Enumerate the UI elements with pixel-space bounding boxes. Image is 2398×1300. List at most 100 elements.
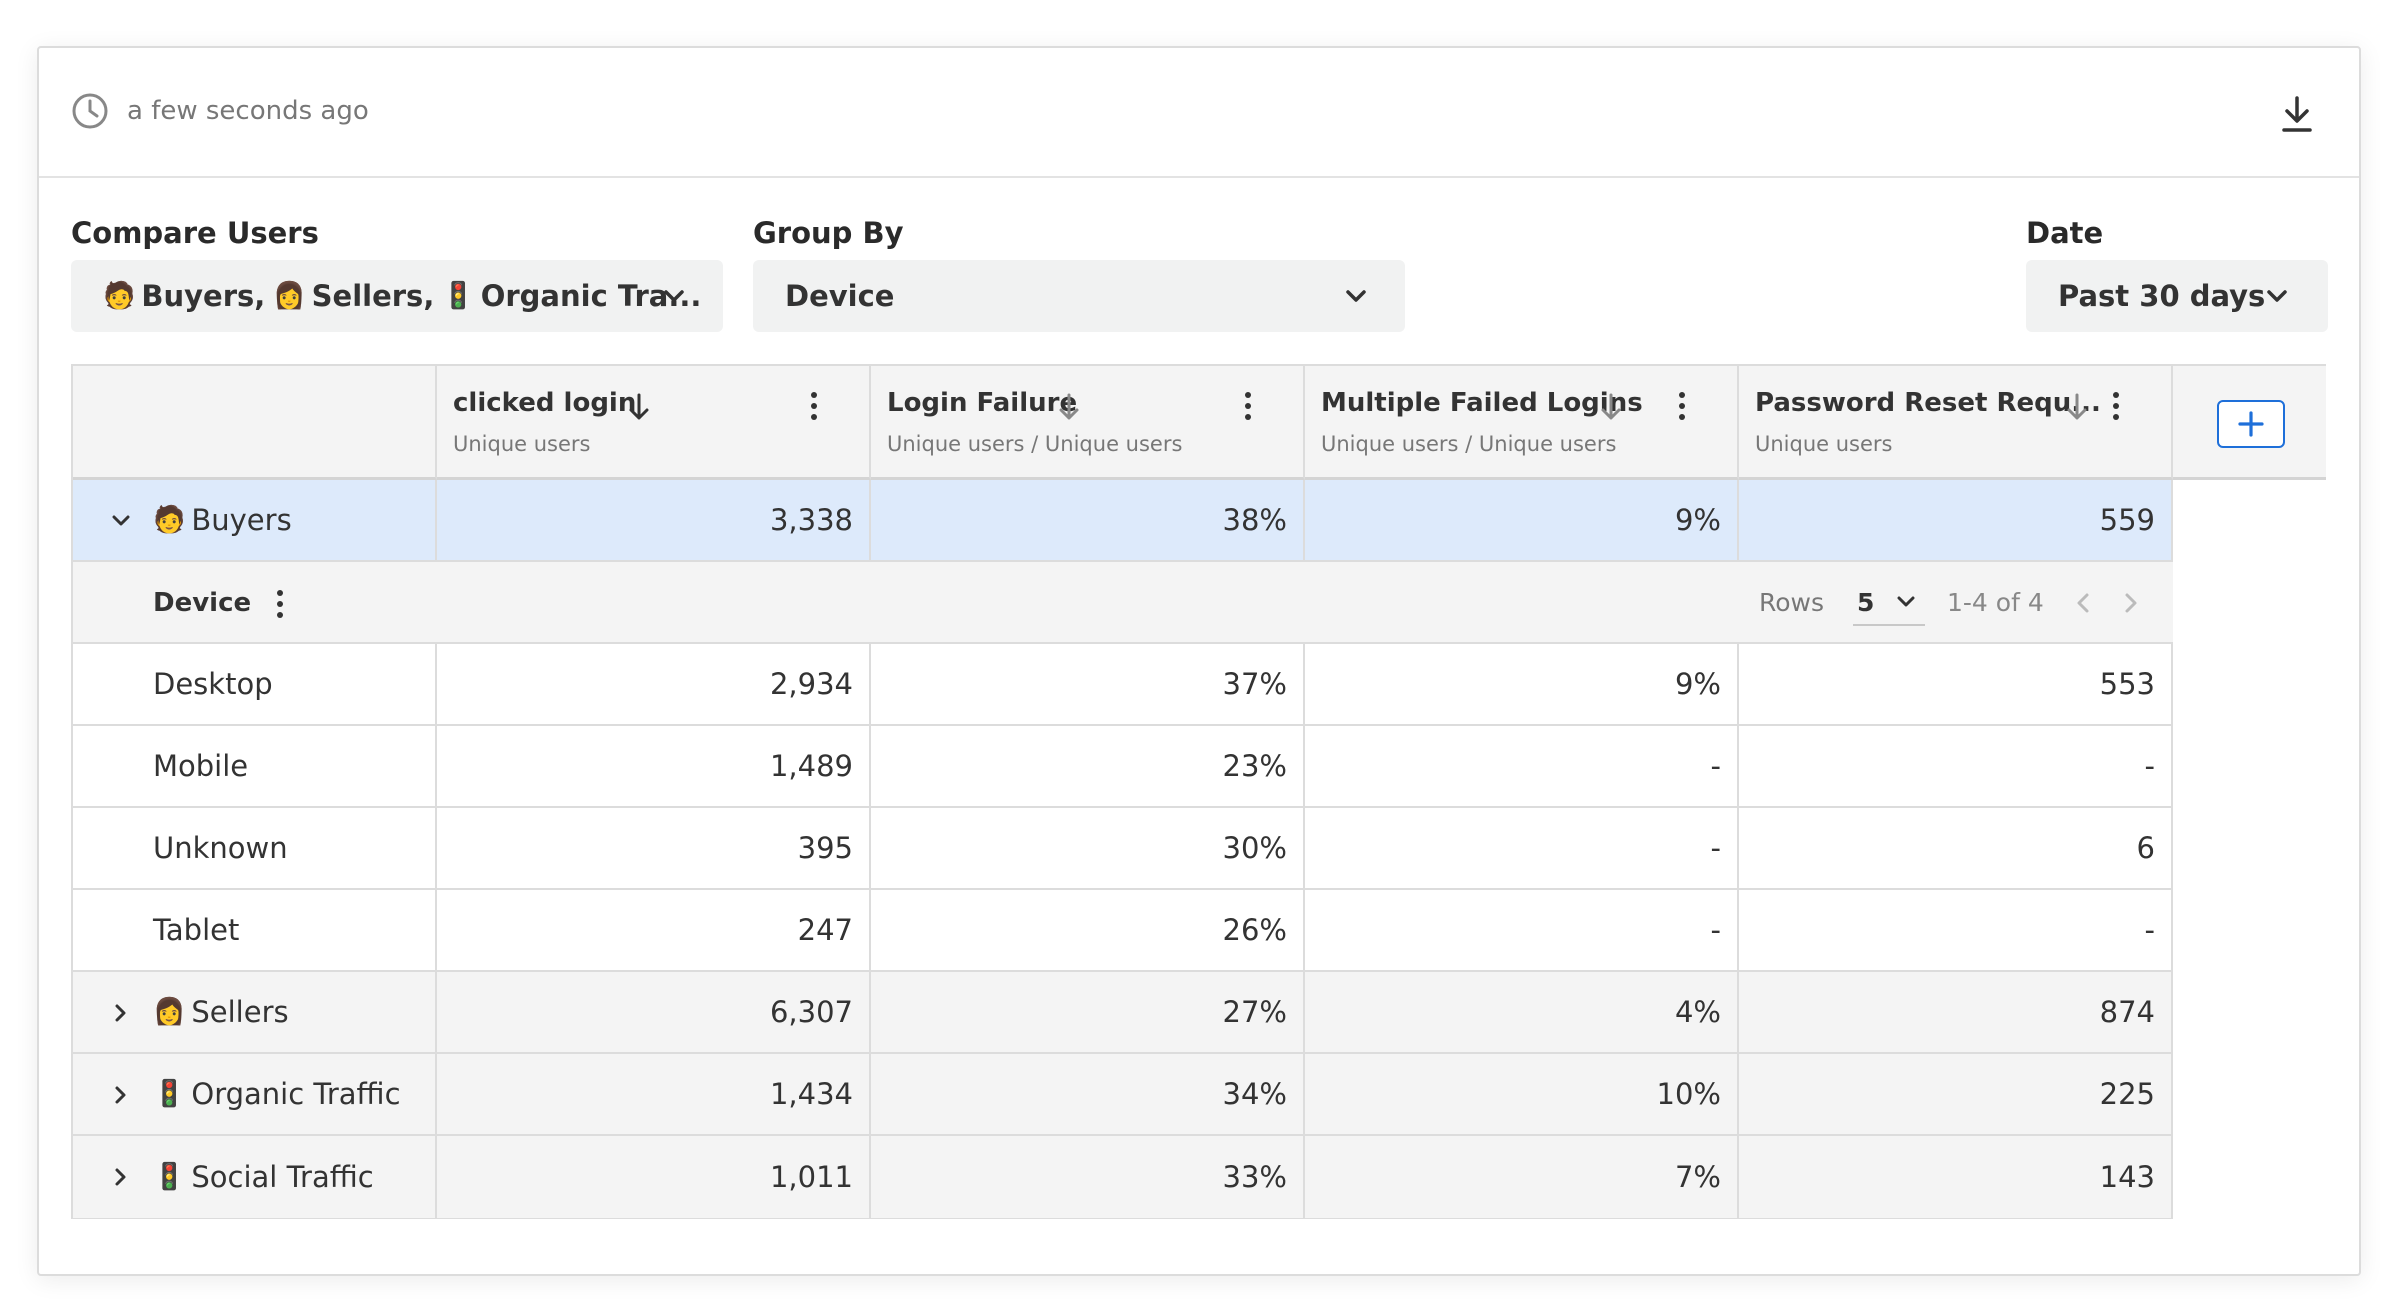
sort-desc-icon[interactable] (1057, 392, 1081, 422)
last-updated-text: a few seconds ago (127, 96, 369, 126)
column-header-password-reset[interactable]: Password Reset Requ... Unique users (1739, 366, 2173, 480)
column-subtitle: Unique users / Unique users (887, 432, 1183, 456)
cell-password-reset: 559 (1739, 480, 2173, 560)
download-icon[interactable] (2279, 94, 2315, 134)
compare-users-seg3: Organic Tra... (480, 279, 702, 313)
subtable-group-label: Device (153, 588, 252, 618)
rows-per-page-value: 5 (1857, 588, 1875, 617)
column-menu-icon[interactable] (809, 390, 819, 422)
report-card: a few seconds ago Compare Users 🧑 Buyers… (37, 46, 2361, 1276)
subtable-row: Unknown 395 30% - 6 (73, 808, 2173, 890)
cell-clicked-login: 2,934 (437, 644, 871, 724)
next-page-icon[interactable] (2123, 592, 2139, 614)
cell-password-reset: 225 (1739, 1054, 2173, 1134)
subtable-row: Mobile 1,489 23% - - (73, 726, 2173, 808)
subtable-toolbar: Device Rows 5 1-4 of 4 (73, 562, 2173, 644)
column-menu-icon[interactable] (2111, 390, 2121, 422)
group-row-organic-traffic[interactable]: 🚦 Organic Traffic 1,434 34% 10% 225 (73, 1054, 2173, 1136)
column-header-clicked-login[interactable]: clicked login Unique users (437, 366, 871, 480)
row-name: Social Traffic (191, 1160, 374, 1194)
rows-per-page-select[interactable]: 5 (1853, 580, 1925, 626)
date-range-select[interactable]: Past 30 days (2026, 260, 2328, 332)
cell-login-failure: 23% (871, 726, 1305, 806)
cell-login-failure: 27% (871, 972, 1305, 1052)
cell-password-reset: 553 (1739, 644, 2173, 724)
cell-login-failure: 30% (871, 808, 1305, 888)
row-name: Unknown (73, 808, 437, 888)
row-name-cell: 🚦 Social Traffic (73, 1136, 437, 1218)
compare-users-select[interactable]: 🧑 Buyers, 👩 Sellers, 🚦 Organic Tra... (71, 260, 723, 332)
cell-multiple-failed: 7% (1305, 1136, 1739, 1218)
results-table: clicked login Unique users Login Failure… (71, 364, 2326, 1219)
subtable-menu-icon[interactable] (275, 588, 285, 620)
subtable-row: Desktop 2,934 37% 9% 553 (73, 644, 2173, 726)
cell-password-reset: 143 (1739, 1136, 2173, 1218)
compare-users-label: Compare Users (71, 216, 319, 250)
subtable-row: Tablet 247 26% - - (73, 890, 2173, 972)
cell-password-reset: - (1739, 726, 2173, 806)
cell-clicked-login: 1,011 (437, 1136, 871, 1218)
chevron-right-icon[interactable] (111, 1085, 131, 1105)
chevron-down-icon (2267, 290, 2287, 302)
date-label: Date (2026, 216, 2104, 250)
row-name-cell: 🧑 Buyers (73, 480, 437, 560)
group-by-select[interactable]: Device (753, 260, 1405, 332)
sort-desc-icon[interactable] (2065, 392, 2089, 422)
cell-clicked-login: 3,338 (437, 480, 871, 560)
sellers-emoji-icon: 👩 (273, 281, 306, 311)
column-title: Multiple Failed Logins (1321, 388, 1643, 418)
traffic-light-icon: 🚦 (442, 281, 475, 311)
chevron-right-icon[interactable] (111, 1167, 131, 1187)
row-name-cell: 🚦 Organic Traffic (73, 1054, 437, 1134)
traffic-light-icon: 🚦 (153, 1079, 186, 1109)
cell-multiple-failed: 9% (1305, 480, 1739, 560)
chevron-down-icon (1897, 596, 1915, 607)
row-name: Tablet (73, 890, 437, 970)
column-subtitle: Unique users (453, 432, 591, 456)
row-name: Mobile (73, 726, 437, 806)
date-range-value: Past 30 days (2058, 279, 2266, 313)
pagination-range: 1-4 of 4 (1947, 588, 2044, 617)
row-name: Organic Traffic (191, 1077, 401, 1111)
column-menu-icon[interactable] (1677, 390, 1687, 422)
cell-multiple-failed: 9% (1305, 644, 1739, 724)
cell-multiple-failed: - (1305, 890, 1739, 970)
chevron-down-icon[interactable] (111, 511, 131, 531)
group-row-buyers[interactable]: 🧑 Buyers 3,338 38% 9% 559 (73, 480, 2173, 562)
column-title: Password Reset Requ... (1755, 388, 2101, 418)
group-row-sellers[interactable]: 👩 Sellers 6,307 27% 4% 874 (73, 972, 2173, 1054)
sellers-emoji-icon: 👩 (153, 997, 186, 1027)
chevron-down-icon (1346, 290, 1366, 302)
column-title: Login Failure (887, 388, 1078, 418)
buyers-emoji-icon: 🧑 (103, 281, 136, 311)
clock-icon (72, 93, 108, 129)
column-header-multiple-failed-logins[interactable]: Multiple Failed Logins Unique users / Un… (1305, 366, 1739, 480)
cell-clicked-login: 247 (437, 890, 871, 970)
group-row-social-traffic[interactable]: 🚦 Social Traffic 1,011 33% 7% 143 (73, 1136, 2173, 1218)
sort-desc-icon[interactable] (627, 392, 651, 422)
sort-desc-icon[interactable] (1599, 392, 1623, 422)
cell-multiple-failed: - (1305, 726, 1739, 806)
cell-clicked-login: 6,307 (437, 972, 871, 1052)
buyers-emoji-icon: 🧑 (153, 505, 186, 535)
cell-login-failure: 38% (871, 480, 1305, 560)
column-header-login-failure[interactable]: Login Failure Unique users / Unique user… (871, 366, 1305, 480)
row-name: Desktop (73, 644, 437, 724)
cell-multiple-failed: - (1305, 808, 1739, 888)
compare-users-seg1: Buyers, (141, 279, 266, 313)
group-by-value: Device (785, 279, 895, 313)
column-title: clicked login (453, 388, 637, 418)
add-column-button[interactable] (2217, 400, 2285, 448)
cell-login-failure: 37% (871, 644, 1305, 724)
column-subtitle: Unique users / Unique users (1321, 432, 1617, 456)
group-by-label: Group By (753, 216, 904, 250)
cell-password-reset: 874 (1739, 972, 2173, 1052)
cell-password-reset: - (1739, 890, 2173, 970)
chevron-down-icon (664, 290, 684, 302)
cell-clicked-login: 1,434 (437, 1054, 871, 1134)
prev-page-icon[interactable] (2075, 592, 2091, 614)
chevron-right-icon[interactable] (111, 1003, 131, 1023)
cell-multiple-failed: 4% (1305, 972, 1739, 1052)
row-name: Buyers (191, 503, 292, 537)
column-menu-icon[interactable] (1243, 390, 1253, 422)
